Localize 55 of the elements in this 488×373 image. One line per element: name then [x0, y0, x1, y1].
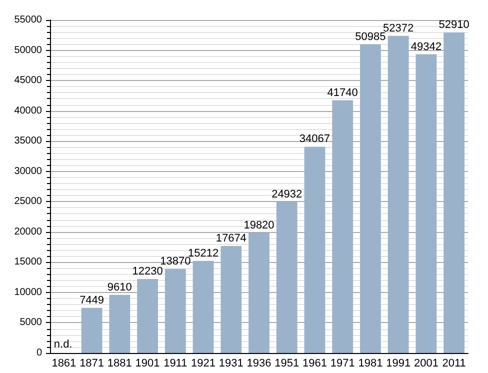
y-tick-label: 35000: [14, 136, 42, 147]
data-label: 9610: [107, 281, 132, 294]
y-tick-label: 40000: [14, 105, 42, 116]
bar: [109, 294, 130, 353]
x-tick-label: 1931: [218, 358, 244, 370]
data-label: 17674: [216, 232, 246, 244]
bar: [332, 100, 354, 353]
data-label: 7449: [80, 294, 104, 306]
bar: [192, 260, 214, 353]
bar: [360, 44, 381, 353]
x-tick-label: 1921: [191, 358, 216, 370]
x-tick-label: 1951: [274, 358, 300, 370]
y-tick-label: 50000: [14, 44, 42, 56]
data-label: 49342: [410, 40, 442, 53]
data-label: 41740: [327, 86, 358, 99]
y-tick-label: 5000: [20, 317, 42, 328]
data-label: 50985: [355, 30, 386, 43]
y-tick-label: 0: [36, 348, 42, 358]
y-tick-label: 15000: [14, 256, 42, 268]
bar: [137, 278, 158, 353]
x-tick-label: 1861: [52, 358, 76, 370]
x-tick-label: 2011: [442, 358, 466, 370]
x-tick-label: 1871: [80, 358, 104, 370]
data-label: 24932: [272, 188, 302, 201]
x-tick-label: 1991: [386, 358, 411, 370]
y-tick-label: 20000: [14, 226, 42, 238]
bar: [276, 202, 298, 353]
x-tick-label: 1936: [246, 358, 272, 370]
bar: [81, 308, 102, 353]
x-tick-label: 2001: [414, 358, 438, 370]
x-tick-label: 1881: [107, 358, 132, 370]
x-tick-label: 1981: [358, 358, 383, 370]
bar: [164, 269, 186, 353]
x-tick-label: 1961: [302, 358, 327, 370]
bar: [248, 233, 270, 353]
text: n.d.: [54, 338, 72, 350]
data-label: 52372: [383, 22, 414, 34]
data-label: 12230: [132, 265, 163, 278]
y-tick-label: 10000: [14, 286, 42, 298]
bar: [220, 246, 242, 353]
x-tick-label: 1971: [330, 358, 355, 370]
bar: [388, 36, 409, 353]
y-tick-label: 25000: [14, 196, 42, 208]
x-tick-label: 1901: [135, 358, 160, 370]
y-tick-label: 45000: [14, 75, 42, 86]
bar: [444, 32, 465, 353]
y-tick-label: 30000: [14, 166, 42, 177]
data-label: 19820: [244, 220, 274, 232]
data-label: 13870: [160, 256, 191, 268]
data-label: 52910: [438, 19, 470, 32]
y-tick-label: 55000: [14, 14, 42, 26]
x-tick-label: 1911: [164, 358, 188, 370]
bar: [416, 54, 437, 353]
bar: [304, 146, 326, 353]
data-label: 34067: [299, 133, 330, 146]
